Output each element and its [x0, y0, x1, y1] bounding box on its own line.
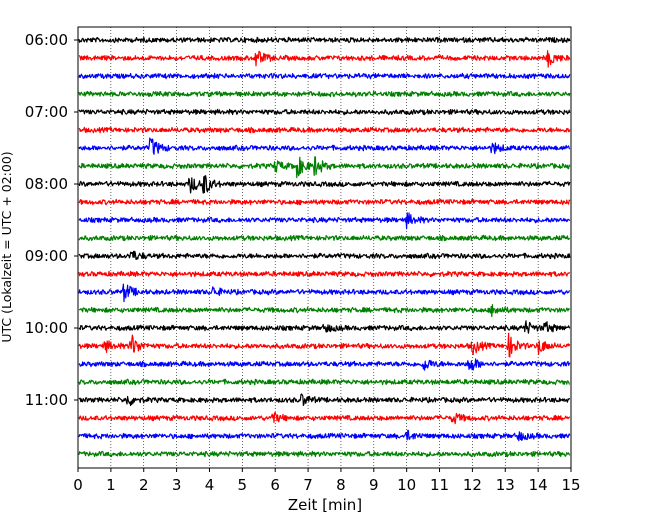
x-tick-label-10: 10 [397, 476, 416, 494]
trace-09:45 [78, 304, 571, 318]
trace-10:15 [78, 332, 571, 358]
x-tick-label-13: 13 [496, 476, 515, 494]
trace-06:30 [78, 72, 571, 80]
x-tick-label-2: 2 [139, 476, 149, 494]
x-tick-label-0: 0 [73, 476, 83, 494]
y-tick-label-11:00: 11:00 [25, 391, 68, 409]
trace-09:15 [78, 270, 571, 278]
trace-06:00 [78, 36, 571, 44]
trace-07:00 [78, 108, 571, 116]
x-tick-label-8: 8 [336, 476, 346, 494]
x-tick-label-14: 14 [529, 476, 548, 494]
y-tick-label-06:00: 06:00 [25, 31, 68, 49]
y-tick-label-09:00: 09:00 [25, 247, 68, 265]
trace-09:00 [78, 250, 571, 260]
plot-frame [77, 26, 572, 469]
trace-10:00 [78, 320, 571, 334]
x-tick-label-9: 9 [369, 476, 379, 494]
x-tick-label-15: 15 [561, 476, 580, 494]
trace-11:30 [78, 429, 571, 442]
trace-06:45 [78, 90, 571, 98]
y-tick-label-10:00: 10:00 [25, 319, 68, 337]
trace-08:00 [78, 175, 571, 194]
trace-11:45 [78, 450, 571, 458]
trace-07:45 [78, 156, 571, 179]
trace-10:30 [78, 358, 571, 371]
trace-09:30 [78, 283, 571, 303]
x-tick-label-6: 6 [270, 476, 280, 494]
x-tick-label-3: 3 [172, 476, 182, 494]
x-tick-label-5: 5 [238, 476, 248, 494]
trace-07:15 [78, 126, 571, 134]
trace-07:30 [78, 137, 571, 155]
y-axis-ticks: 06:00 07:00 08:00 09:00 10:00 11:00 [25, 31, 78, 409]
y-tick-label-07:00: 07:00 [25, 103, 68, 121]
seismic-traces [78, 36, 571, 458]
y-axis-label: UTC (Lokalzeit = UTC + 02:00) [0, 151, 14, 342]
x-tick-label-7: 7 [303, 476, 313, 494]
trace-08:15 [78, 198, 571, 206]
trace-08:45 [78, 234, 571, 242]
x-axis-ticks: 0 1 2 3 4 5 6 7 8 9 10 11 12 13 14 15 [73, 468, 581, 494]
x-tick-label-1: 1 [106, 476, 116, 494]
y-tick-label-08:00: 08:00 [25, 175, 68, 193]
x-axis-label: Zeit [min] [288, 496, 362, 514]
x-tick-label-12: 12 [463, 476, 482, 494]
trace-10:45 [78, 378, 570, 386]
trace-08:30 [78, 212, 571, 230]
trace-11:00 [78, 393, 570, 407]
x-tick-label-11: 11 [430, 476, 449, 494]
trace-11:15 [78, 412, 571, 425]
x-tick-label-4: 4 [205, 476, 215, 494]
trace-06:15 [78, 50, 571, 68]
